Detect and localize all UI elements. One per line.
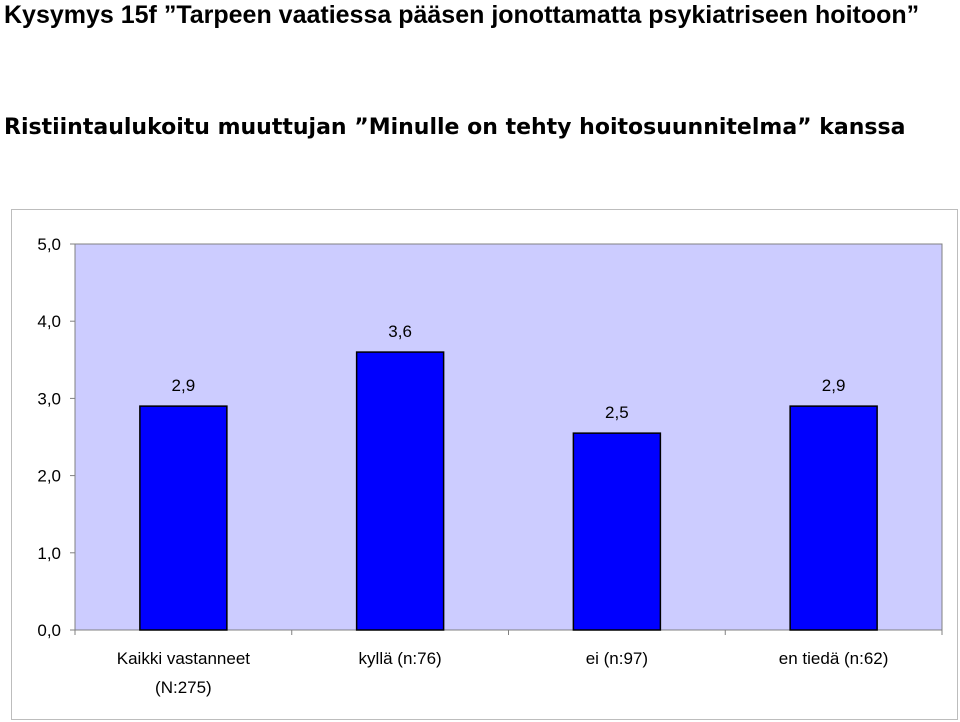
y-tick-label: 4,0	[37, 312, 61, 331]
y-tick-label: 5,0	[37, 235, 61, 254]
bar	[355, 351, 445, 631]
y-tick-label: 3,0	[37, 389, 61, 408]
x-tick-label: ei (n:97)	[586, 649, 648, 668]
bar	[139, 405, 228, 631]
chart-subtitle: Ristiintaulukoitu muuttujan ”Minulle on …	[4, 115, 906, 140]
x-tick-label: en tiedä (n:62)	[779, 649, 889, 668]
y-tick-label: 0,0	[37, 621, 61, 640]
y-tick-label: 2,0	[37, 467, 61, 486]
chart-title: Kysymys 15f ”Tarpeen vaatiessa pääsen jo…	[4, 1, 920, 29]
bar	[789, 405, 878, 631]
x-tick-label: Kaikki vastanneet	[117, 649, 251, 668]
x-tick-label: (N:275)	[155, 678, 212, 697]
data-label: 2,9	[172, 376, 196, 395]
bar	[572, 432, 662, 631]
y-tick-label: 1,0	[37, 544, 61, 563]
x-tick-label: kyllä (n:76)	[359, 649, 442, 668]
data-label: 2,9	[822, 376, 846, 395]
data-label: 3,6	[388, 322, 412, 341]
data-label: 2,5	[605, 403, 629, 422]
